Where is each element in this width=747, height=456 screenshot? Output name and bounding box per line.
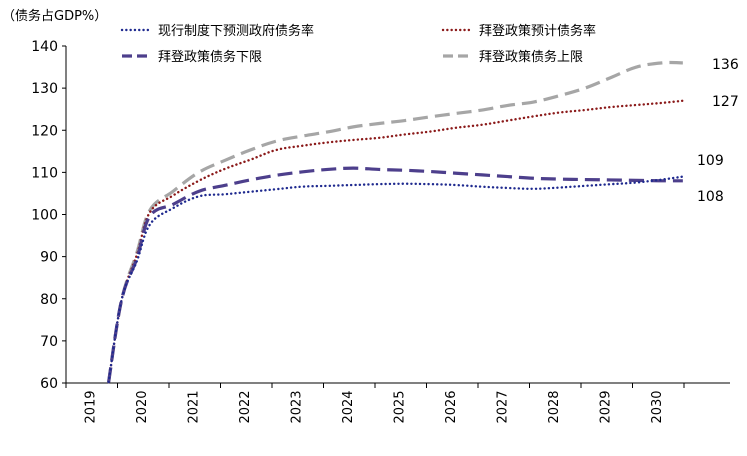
- y-tick-label: 60: [40, 376, 58, 392]
- x-tick-label: 2022: [238, 390, 253, 423]
- x-tick-label: 2026: [444, 390, 459, 423]
- end-labels: 136 127 109 108: [697, 57, 739, 205]
- legend-label-baseline-forecast: 现行制度下预测政府债务率: [158, 23, 314, 39]
- series-line-biden-upper-bound: [107, 60, 683, 383]
- x-tick-label: 2027: [495, 390, 510, 423]
- x-tick-label: 2023: [289, 390, 304, 423]
- x-tick-label: 2025: [392, 390, 407, 423]
- y-tick-label: 80: [40, 292, 58, 308]
- legend-label-biden-lower-bound: 拜登政策债务下限: [158, 49, 262, 65]
- end-value-label: 109: [697, 153, 724, 169]
- y-tick-label: 140: [31, 39, 58, 55]
- legend-label-biden-policy: 拜登政策预计债务率: [479, 23, 596, 39]
- x-tick-label: 2024: [341, 390, 356, 423]
- y-tick-label: 70: [40, 334, 58, 350]
- series-group: [107, 60, 685, 384]
- series-line-biden-lower-bound: [107, 166, 683, 383]
- series-line-baseline-forecast: [107, 175, 685, 384]
- y-tick-label: 130: [31, 81, 58, 97]
- y-axis: 60 70 80 90 100 110 120 130 140: [31, 39, 67, 392]
- end-value-label: 127: [712, 94, 739, 110]
- x-tick-label: 2030: [650, 390, 665, 423]
- series-line-biden-policy: [107, 99, 685, 384]
- end-value-label: 136: [712, 57, 739, 73]
- end-value-label: 108: [697, 189, 724, 205]
- x-tick-label: 2021: [186, 390, 201, 423]
- x-tick-label: 2028: [547, 390, 562, 423]
- y-unit-label: （债务占GDP%）: [2, 8, 107, 24]
- y-tick-label: 90: [40, 250, 58, 266]
- x-tick-label: 2029: [598, 390, 613, 423]
- y-tick-label: 110: [31, 165, 58, 181]
- x-tick-label: 2020: [135, 390, 150, 423]
- x-tick-label: 2019: [83, 390, 98, 423]
- y-tick-label: 100: [31, 208, 58, 224]
- y-tick-label: 120: [31, 123, 58, 139]
- x-axis: 2019 2020 2021 2022 2023 2024 2025 2026 2027 2028…: [65, 382, 730, 424]
- legend-label-biden-upper-bound: 拜登政策债务上限: [479, 49, 583, 65]
